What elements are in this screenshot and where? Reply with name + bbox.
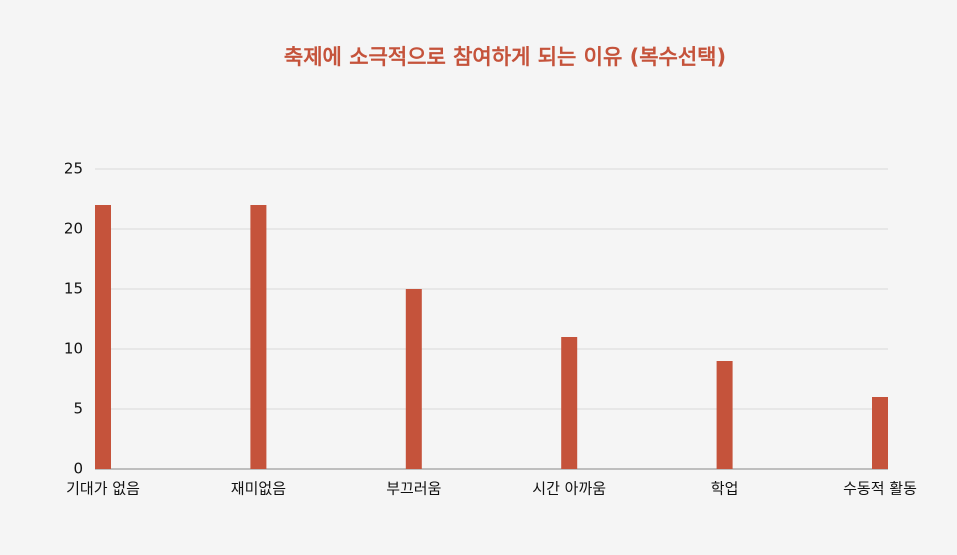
y-tick-label: 10 (64, 340, 83, 358)
x-tick-label: 학업 (711, 480, 739, 498)
y-tick-label: 20 (64, 220, 83, 238)
y-tick-label: 15 (64, 280, 83, 298)
x-tick-label: 시간 아까움 (532, 480, 606, 498)
bar (405, 289, 422, 469)
x-tick-label: 부끄러움 (386, 480, 441, 498)
y-tick-label: 25 (64, 160, 83, 178)
bar (250, 205, 267, 469)
x-tick-label: 재미없음 (231, 480, 286, 498)
bar (95, 205, 111, 469)
chart-title: 축제에 소극적으로 참여하게 되는 이유 (복수선택) (284, 45, 726, 69)
y-tick-label: 5 (73, 400, 83, 418)
x-tick-label: 수동적 활동 (843, 480, 917, 498)
bar (716, 361, 733, 469)
x-tick-label: 기대가 없음 (66, 480, 140, 498)
y-tick-label: 0 (73, 460, 83, 478)
bar (561, 337, 578, 469)
bar (872, 397, 888, 469)
